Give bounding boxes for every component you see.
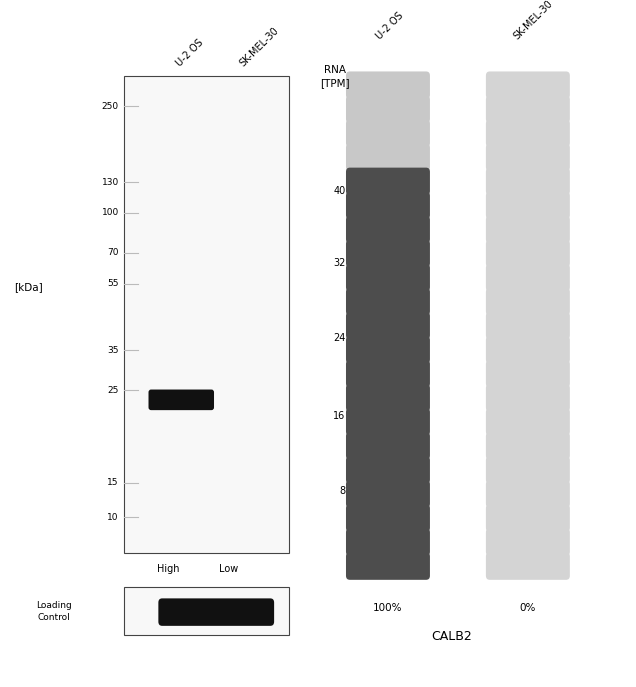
FancyBboxPatch shape <box>486 408 570 436</box>
FancyBboxPatch shape <box>346 240 430 267</box>
FancyBboxPatch shape <box>346 336 430 363</box>
FancyBboxPatch shape <box>346 216 430 243</box>
FancyBboxPatch shape <box>486 432 570 460</box>
FancyBboxPatch shape <box>346 144 430 171</box>
FancyBboxPatch shape <box>486 95 570 123</box>
FancyBboxPatch shape <box>486 552 570 580</box>
FancyBboxPatch shape <box>158 598 274 626</box>
FancyBboxPatch shape <box>346 288 430 315</box>
FancyBboxPatch shape <box>346 552 430 580</box>
FancyBboxPatch shape <box>346 360 430 387</box>
Text: CALB2: CALB2 <box>431 631 472 643</box>
FancyBboxPatch shape <box>346 71 430 99</box>
Text: 32: 32 <box>333 258 345 268</box>
Text: 100%: 100% <box>373 603 403 613</box>
Text: 70: 70 <box>107 248 119 258</box>
FancyBboxPatch shape <box>346 192 430 219</box>
FancyBboxPatch shape <box>486 288 570 315</box>
FancyBboxPatch shape <box>486 528 570 556</box>
FancyBboxPatch shape <box>486 312 570 339</box>
Text: Low: Low <box>219 564 238 574</box>
Text: U-2 OS: U-2 OS <box>174 38 205 69</box>
Text: RNA
[TPM]: RNA [TPM] <box>321 65 350 88</box>
FancyBboxPatch shape <box>486 192 570 219</box>
FancyBboxPatch shape <box>486 144 570 171</box>
Text: 16: 16 <box>333 411 345 420</box>
FancyBboxPatch shape <box>486 264 570 291</box>
Text: 15: 15 <box>107 478 119 488</box>
FancyBboxPatch shape <box>346 408 430 436</box>
FancyBboxPatch shape <box>486 384 570 412</box>
FancyBboxPatch shape <box>149 390 214 410</box>
Text: U-2 OS: U-2 OS <box>375 10 406 41</box>
FancyBboxPatch shape <box>346 95 430 123</box>
Text: 40: 40 <box>333 186 345 196</box>
FancyBboxPatch shape <box>346 456 430 484</box>
FancyBboxPatch shape <box>486 120 570 147</box>
FancyBboxPatch shape <box>486 480 570 508</box>
FancyBboxPatch shape <box>346 432 430 460</box>
Text: [kDa]: [kDa] <box>14 282 43 292</box>
FancyBboxPatch shape <box>486 168 570 195</box>
Text: 100: 100 <box>102 208 119 218</box>
FancyBboxPatch shape <box>486 336 570 363</box>
Text: 24: 24 <box>333 333 345 343</box>
FancyBboxPatch shape <box>486 71 570 99</box>
FancyBboxPatch shape <box>346 384 430 412</box>
FancyBboxPatch shape <box>346 264 430 291</box>
Text: 35: 35 <box>107 346 119 355</box>
Text: 8: 8 <box>339 486 345 496</box>
FancyBboxPatch shape <box>486 456 570 484</box>
FancyBboxPatch shape <box>346 528 430 556</box>
FancyBboxPatch shape <box>346 312 430 339</box>
FancyBboxPatch shape <box>124 76 289 553</box>
FancyBboxPatch shape <box>486 240 570 267</box>
Text: 25: 25 <box>107 385 119 395</box>
Text: SK-MEL-30: SK-MEL-30 <box>238 25 280 69</box>
Text: 250: 250 <box>102 102 119 111</box>
FancyBboxPatch shape <box>346 120 430 147</box>
FancyBboxPatch shape <box>346 480 430 508</box>
Text: 55: 55 <box>107 279 119 289</box>
Text: 130: 130 <box>102 177 119 187</box>
FancyBboxPatch shape <box>346 168 430 195</box>
FancyBboxPatch shape <box>486 360 570 387</box>
FancyBboxPatch shape <box>486 216 570 243</box>
FancyBboxPatch shape <box>486 504 570 532</box>
FancyBboxPatch shape <box>346 504 430 532</box>
Text: 0%: 0% <box>520 603 536 613</box>
Text: Loading
Control: Loading Control <box>36 601 72 622</box>
Text: SK-MEL-30: SK-MEL-30 <box>511 0 554 41</box>
Text: High: High <box>157 564 180 574</box>
Text: 10: 10 <box>107 513 119 522</box>
FancyBboxPatch shape <box>124 587 289 635</box>
